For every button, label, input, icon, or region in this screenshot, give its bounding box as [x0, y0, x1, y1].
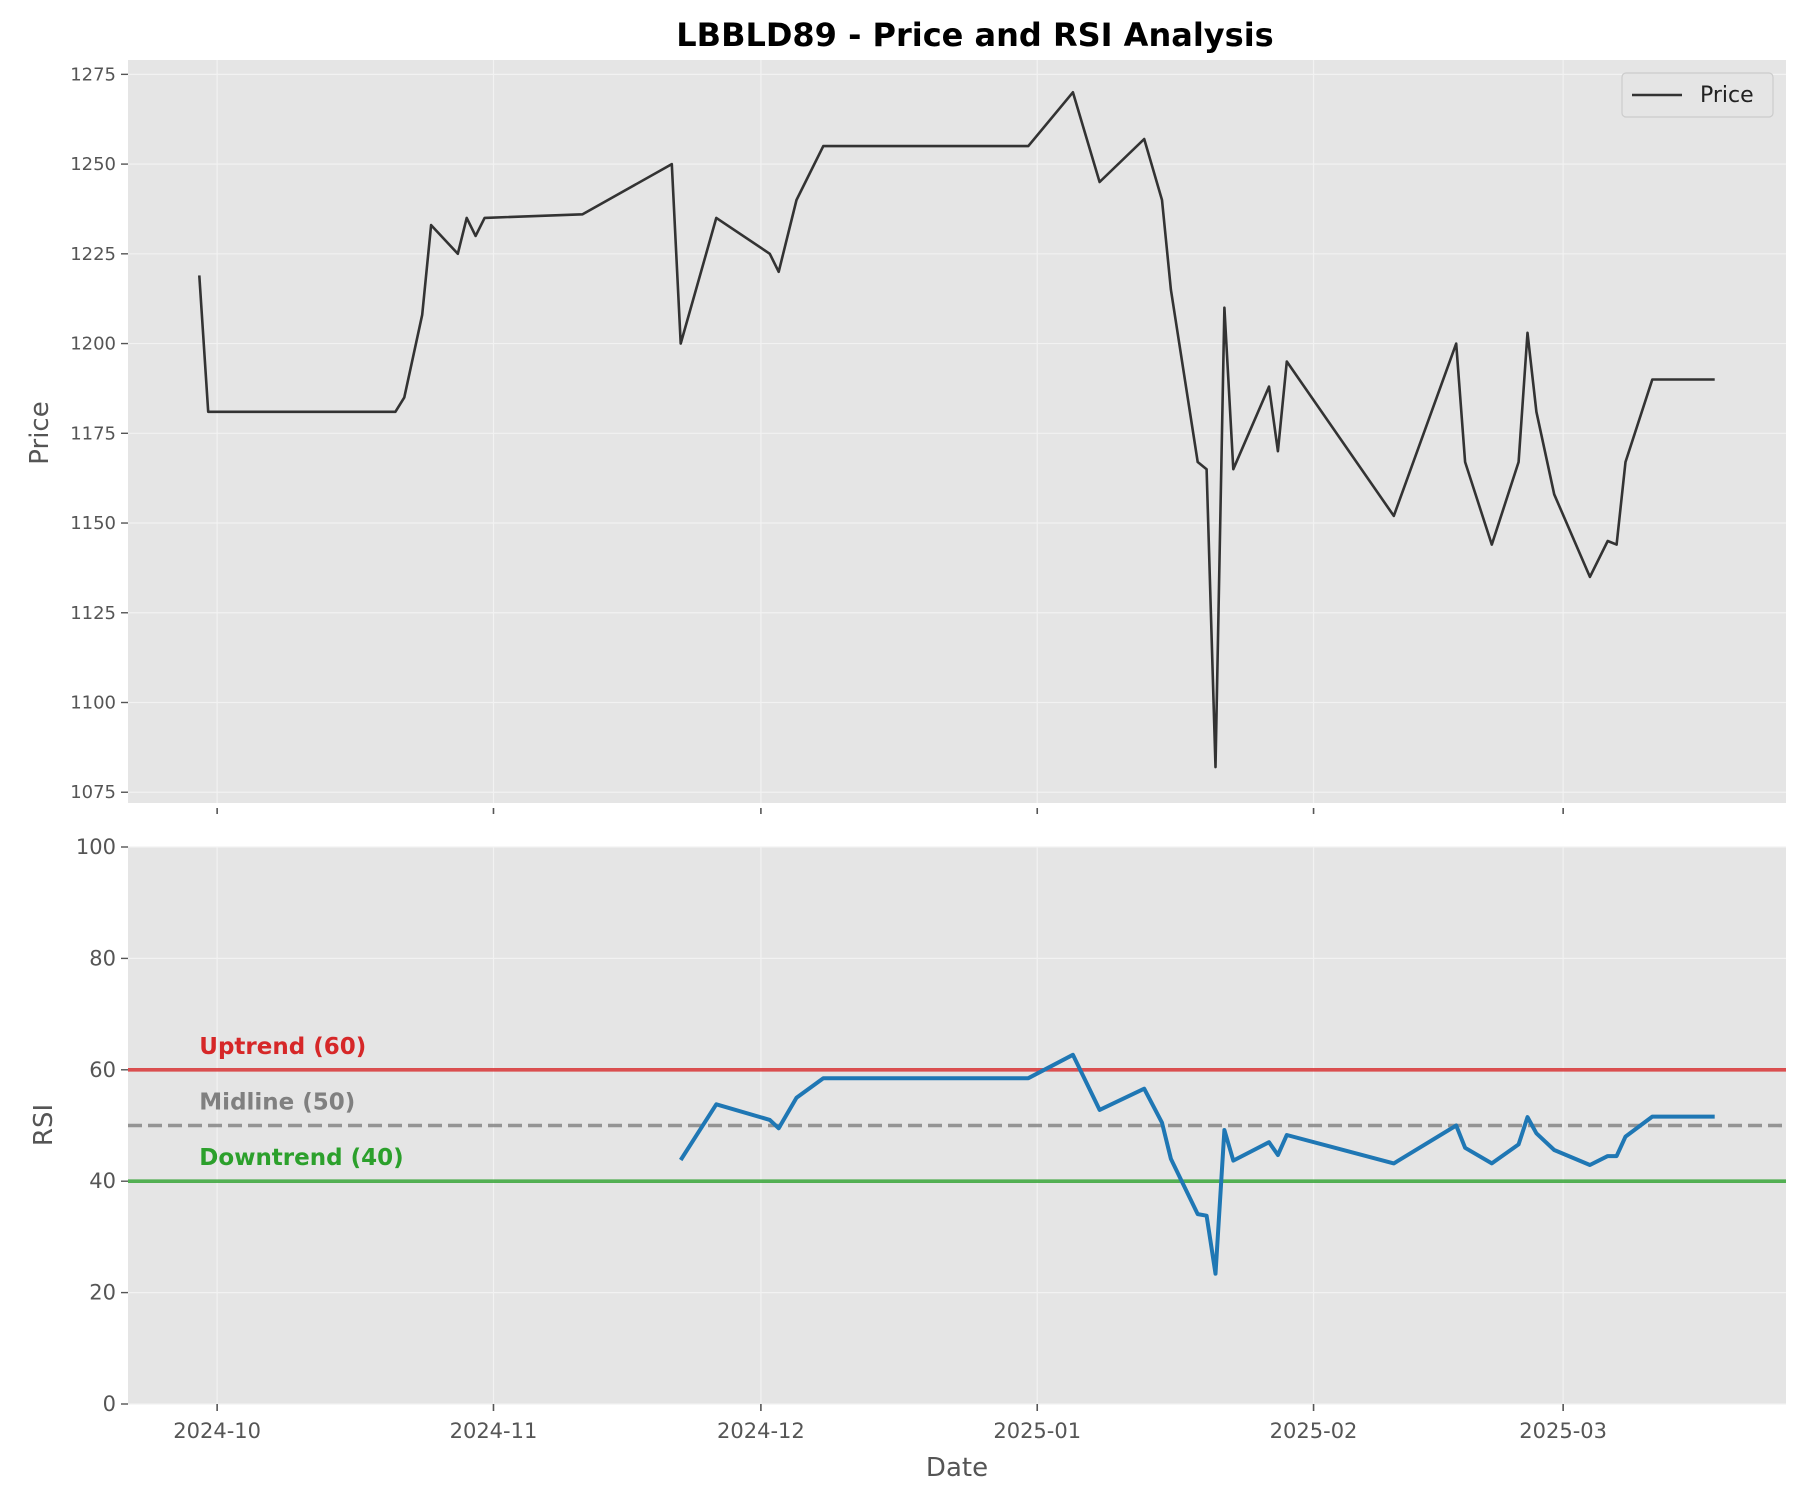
rsi-y-tick-label: 0	[103, 1392, 116, 1416]
rsi-y-axis-label: RSI	[29, 1104, 59, 1146]
rsi-y-tick-label: 60	[89, 1058, 116, 1082]
price-y-tick-label: 1225	[70, 244, 116, 265]
x-tick-label: 2024-10	[173, 1419, 261, 1443]
chart-title: LBBLD89 - Price and RSI Analysis	[676, 16, 1273, 54]
price-y-tick-label: 1250	[70, 154, 116, 175]
rsi-y-tick-label: 100	[76, 835, 116, 859]
x-tick-label: 2025-02	[1270, 1419, 1358, 1443]
rsi-series-line	[679, 1052, 1715, 1276]
rsi-x-ticks: 2024-10 2024-11 2024-12 2025-01 2025-02 2025-…	[173, 1404, 1607, 1443]
rsi-reference-lines: Uptrend (60) Midline (50) Downtrend (40)	[128, 1034, 1786, 1183]
price-y-tick-label: 1275	[70, 64, 116, 85]
rsi-y-tick-label: 40	[89, 1169, 116, 1193]
rsi-reference-label: Midline (50)	[199, 1090, 355, 1116]
x-tick-label: 2025-03	[1519, 1419, 1607, 1443]
x-axis-label: Date	[926, 1453, 988, 1483]
price-legend: Price	[1621, 72, 1774, 118]
rsi-reference-label: Downtrend (40)	[199, 1145, 403, 1171]
price-grid	[128, 60, 1786, 803]
price-series-line	[198, 91, 1715, 769]
x-tick-label: 2024-12	[717, 1419, 805, 1443]
legend-box	[1621, 72, 1774, 118]
price-y-tick-label: 1100	[70, 692, 116, 713]
price-y-tick-label: 1200	[70, 334, 116, 355]
rsi-y-tick-label: 20	[89, 1281, 116, 1305]
price-y-ticks: 1075 1100 1125 1150 1175 1200 1225 1250 1275	[70, 64, 128, 803]
price-y-tick-label: 1150	[70, 513, 116, 534]
rsi-y-ticks: 0 20 40 60 80 100	[76, 835, 128, 1416]
price-y-tick-label: 1075	[70, 782, 116, 803]
x-tick-label: 2025-01	[993, 1419, 1081, 1443]
legend-label-price: Price	[1700, 83, 1754, 108]
price-y-tick-label: 1175	[70, 423, 116, 444]
price-y-axis-label: Price	[25, 401, 55, 464]
price-y-tick-label: 1125	[70, 603, 116, 624]
rsi-reference-label: Uptrend (60)	[199, 1034, 366, 1060]
price-plot-area	[128, 60, 1786, 803]
rsi-y-tick-label: 80	[89, 946, 116, 970]
price-x-ticks	[216, 808, 1564, 814]
x-tick-label: 2024-11	[450, 1419, 538, 1443]
